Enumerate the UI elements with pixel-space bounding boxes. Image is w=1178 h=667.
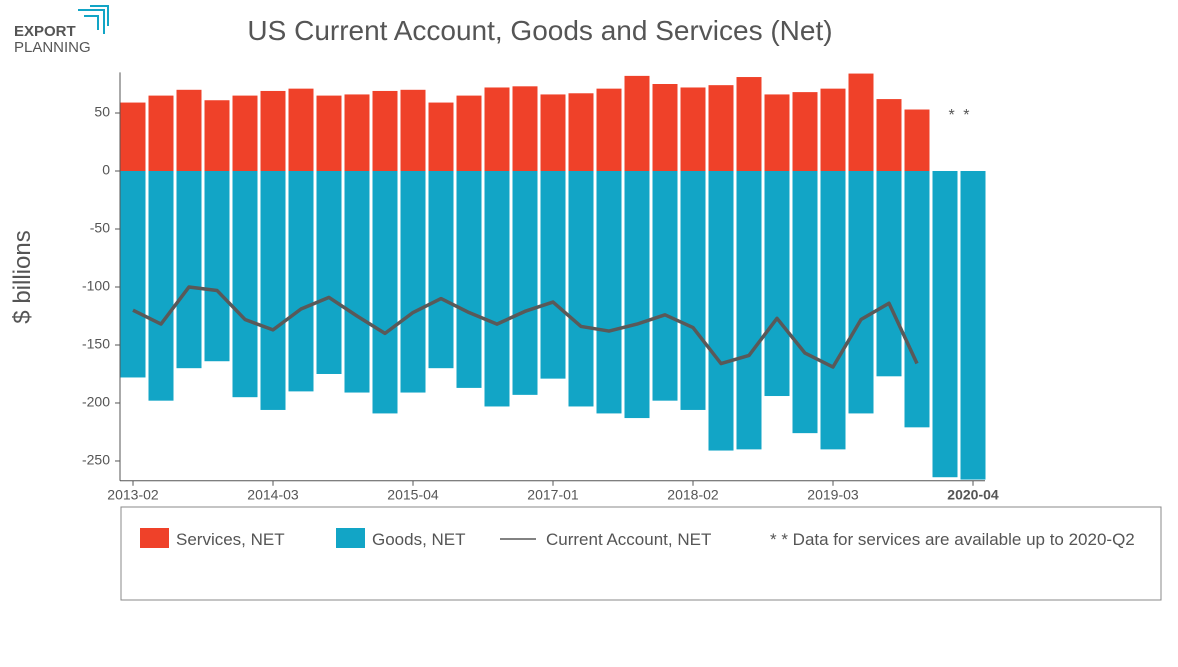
y-tick-label: -100: [82, 278, 110, 294]
y-tick-label: 0: [102, 162, 110, 178]
bar: [680, 170, 706, 410]
bar: [148, 170, 174, 401]
y-tick-label: -200: [82, 394, 110, 410]
legend-label: Services, NET: [176, 530, 285, 549]
x-tick-label: 2020-04: [947, 486, 999, 502]
bar: [624, 75, 650, 171]
y-tick-label: -150: [82, 336, 110, 352]
legend-swatch: [336, 528, 365, 548]
bar: [428, 170, 454, 369]
bar: [372, 170, 398, 414]
bar: [596, 88, 622, 171]
bar: [848, 170, 874, 414]
x-tick-label: 2013-02: [107, 486, 159, 502]
bar: [652, 83, 678, 171]
bar: [260, 170, 286, 410]
bar: [652, 170, 678, 401]
bar: [596, 170, 622, 414]
bar: [512, 86, 538, 171]
bar: [736, 77, 762, 171]
bar: [288, 88, 314, 171]
x-tick-label: 2017-01: [527, 486, 579, 502]
brand-logo: [78, 5, 109, 34]
line: [132, 285, 919, 369]
legend-label: Current Account, NET: [546, 530, 711, 549]
bar: [176, 170, 202, 369]
y-axis-label: $ billions: [9, 230, 36, 323]
bar: [708, 170, 734, 451]
bar: [820, 170, 846, 450]
bar: [848, 73, 874, 171]
bar: [400, 170, 426, 393]
bar: [512, 170, 538, 395]
brand-line2: PLANNING: [14, 39, 91, 56]
legend-label: Goods, NET: [372, 530, 466, 549]
bar: [316, 170, 342, 374]
bar: [120, 102, 146, 171]
legend-box: [120, 506, 1162, 601]
brand-line1: EXPORT: [14, 23, 76, 40]
bar: [876, 99, 902, 171]
bar: [736, 170, 762, 450]
bar: [288, 170, 314, 392]
bar: [120, 170, 146, 378]
bar: [624, 170, 650, 419]
bar: [400, 89, 426, 171]
bar: [232, 170, 258, 398]
bar: [904, 170, 930, 428]
bar: [316, 95, 342, 171]
bar: [456, 95, 482, 171]
bar: [260, 90, 286, 171]
x-tick-label: 2014-03: [247, 486, 299, 502]
bar: [960, 170, 986, 480]
bar: [204, 170, 230, 362]
bar: [876, 170, 902, 377]
bar: [148, 95, 174, 171]
chart-title: US Current Account, Goods and Services (…: [247, 15, 832, 46]
bar: [372, 90, 398, 171]
legend-swatch: [140, 528, 169, 548]
bar: [484, 170, 510, 407]
bar: [344, 170, 370, 393]
bar: [568, 170, 594, 407]
bar: [680, 87, 706, 171]
y-tick-label: 50: [94, 104, 110, 120]
bar: [456, 170, 482, 388]
note: * * Data for services are available up t…: [770, 530, 1135, 549]
x-tick-label: 2015-04: [387, 486, 439, 502]
bar: [540, 170, 566, 379]
bar: [904, 109, 930, 171]
bar: [540, 94, 566, 171]
bar: [792, 170, 818, 434]
bar: [568, 93, 594, 171]
bar: [344, 94, 370, 171]
bar: [484, 87, 510, 171]
y-tick-label: -250: [82, 452, 110, 468]
bar: [176, 89, 202, 171]
bar: [764, 170, 790, 397]
bar: [204, 100, 230, 171]
bar: [792, 92, 818, 171]
bar: [708, 85, 734, 171]
annotation: * *: [949, 107, 972, 124]
y-tick-label: -50: [90, 220, 110, 236]
bar: [764, 94, 790, 171]
x-tick-label: 2018-02: [667, 486, 719, 502]
x-tick-label: 2019-03: [807, 486, 859, 502]
bar: [932, 170, 958, 478]
bar: [232, 95, 258, 171]
bar: [428, 102, 454, 171]
bar: [820, 88, 846, 171]
